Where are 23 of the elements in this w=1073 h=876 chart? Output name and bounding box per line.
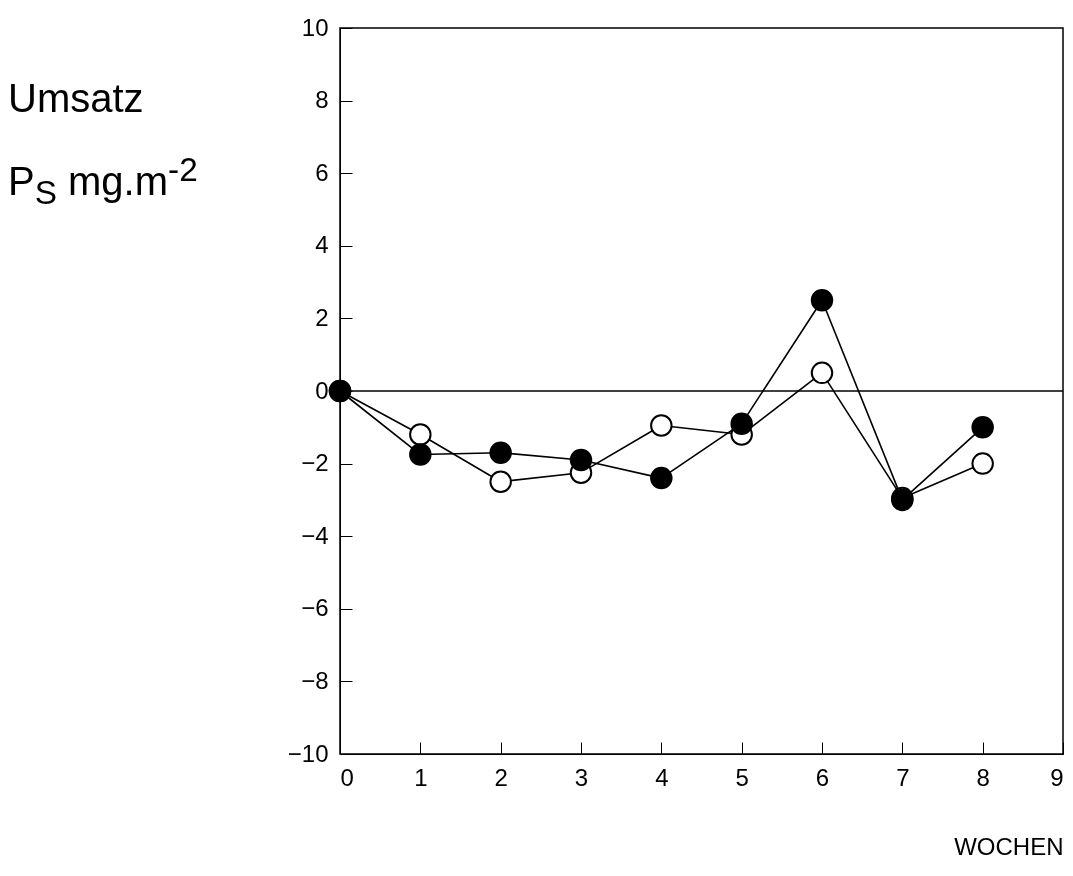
x-tick-label: 4 [655, 763, 669, 791]
x-tick-label: 0 [340, 763, 354, 791]
y-tick-label: 4 [315, 231, 329, 259]
y-tick-label: −4 [301, 521, 329, 549]
y-tick-label: −2 [301, 449, 329, 477]
x-tick-label: 3 [574, 763, 589, 791]
y-tick-label: −6 [301, 594, 329, 622]
x-tick-label: 9 [1050, 763, 1064, 791]
y-tick-label: 8 [315, 86, 329, 114]
y-axis-title: Umsatz P$_{S}$ mg.m$^{-2}$ [8, 75, 198, 214]
y-tick-label: −10 [287, 739, 329, 767]
x-tick-label: 7 [896, 763, 910, 791]
x-tick-label: 6 [815, 763, 830, 791]
x-tick-label: 2 [494, 763, 508, 791]
y-tick-label: 6 [315, 158, 329, 186]
x-axis-title: WOCHEN [954, 832, 1064, 860]
x-tick-label: 8 [976, 763, 990, 791]
y-tick-label: 10 [301, 13, 329, 41]
x-tick-label: 1 [414, 763, 428, 791]
y-tick-label: 0 [315, 376, 329, 404]
x-tick-label: 5 [735, 763, 749, 791]
y-tick-label: −8 [301, 666, 329, 694]
y-tick-label: 2 [315, 303, 329, 331]
